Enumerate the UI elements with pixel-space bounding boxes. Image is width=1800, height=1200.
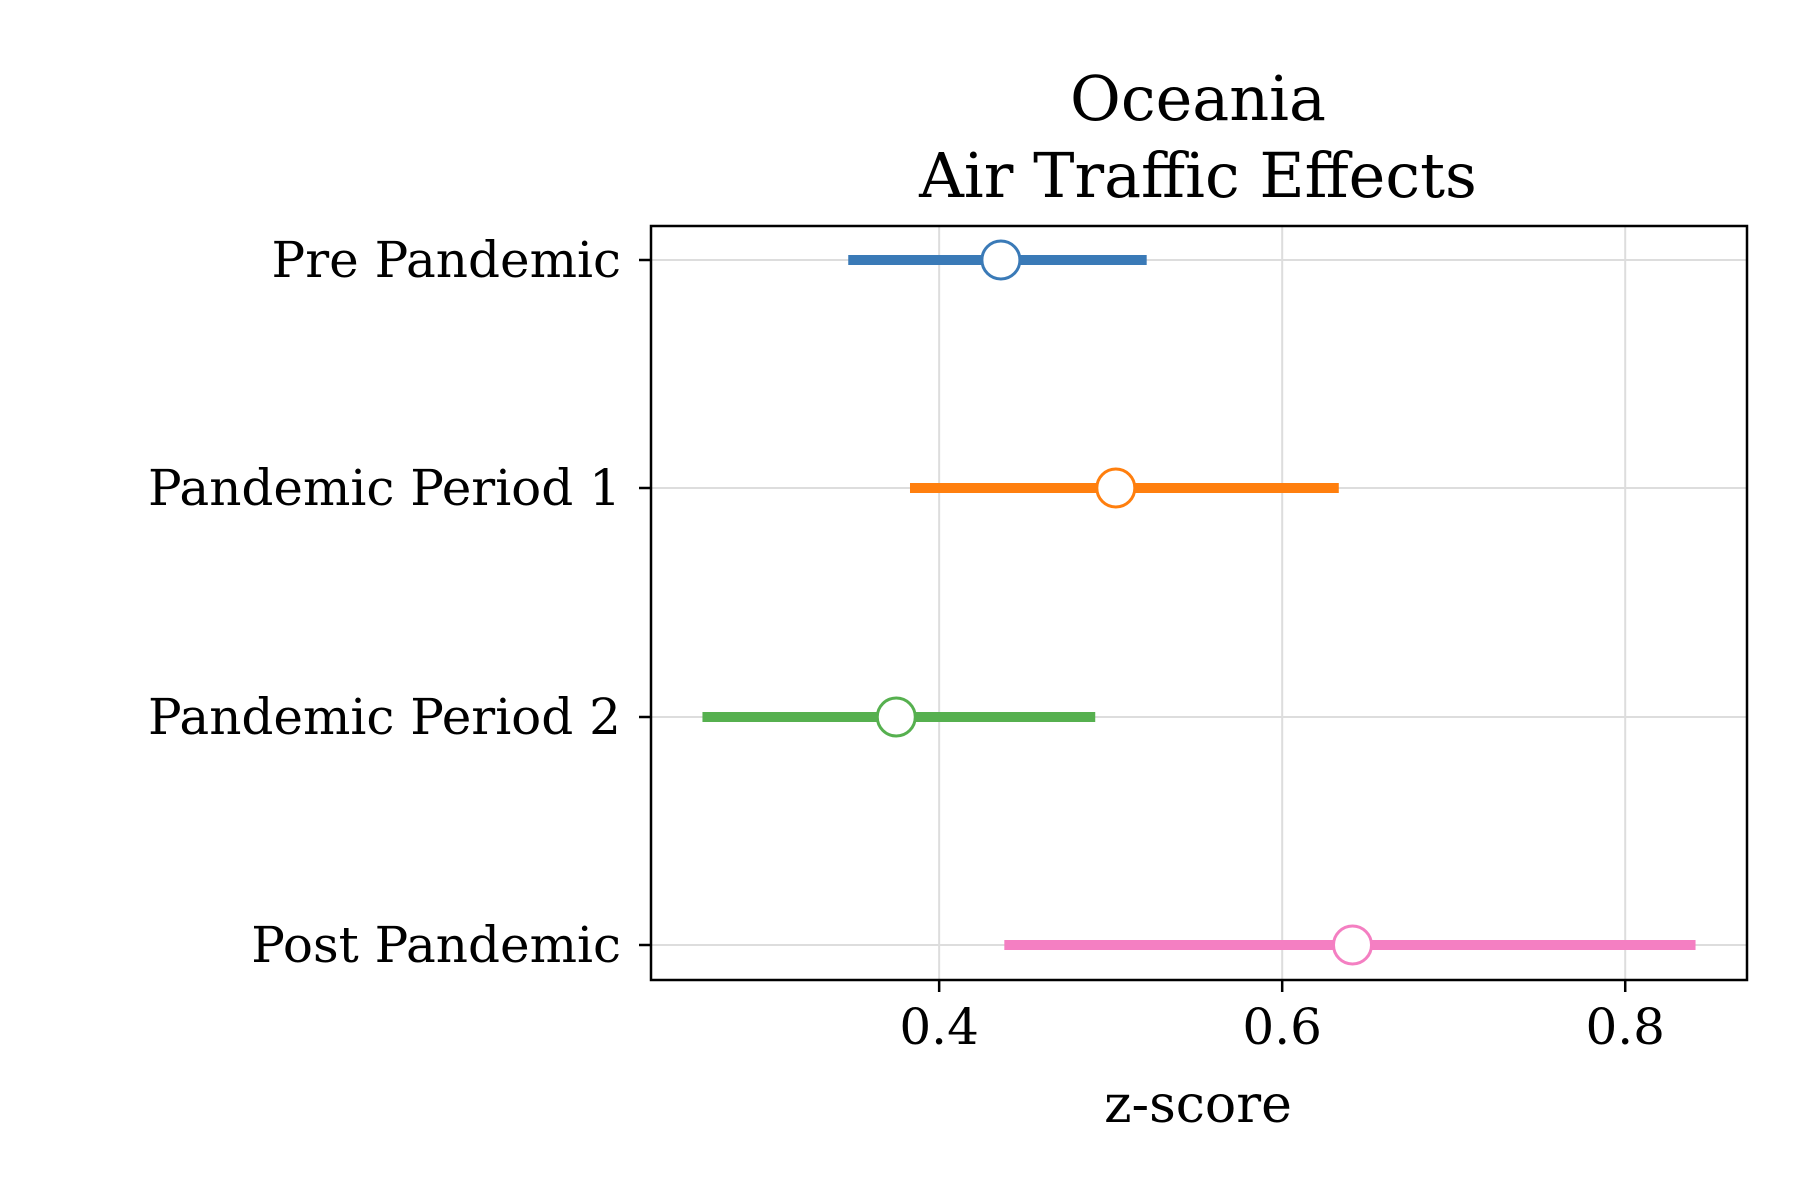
point-estimate bbox=[980, 239, 1022, 281]
x-tick-label: 0.4 bbox=[899, 998, 979, 1056]
x-tick-label: 0.8 bbox=[1585, 998, 1665, 1056]
chart-title: Oceania Air Traffic Effects bbox=[918, 62, 1477, 212]
y-tick-label: Pre Pandemic bbox=[272, 231, 621, 289]
y-axis: Pre Pandemic Pandemic Period 1 Pandemic Pe… bbox=[148, 231, 651, 974]
x-tick-label: 0.6 bbox=[1242, 998, 1322, 1056]
point-estimate bbox=[1332, 924, 1374, 966]
y-tick-label: Post Pandemic bbox=[251, 916, 621, 974]
chart-title-line-1: Oceania bbox=[1070, 62, 1326, 135]
y-tick-label: Pandemic Period 2 bbox=[148, 688, 621, 746]
point-estimate bbox=[1095, 467, 1137, 509]
y-tick-label: Pandemic Period 1 bbox=[148, 459, 621, 517]
grid-lines bbox=[651, 226, 1747, 980]
plot-frame bbox=[649, 224, 1749, 982]
x-axis: 0.4 0.6 0.8 bbox=[899, 980, 1665, 1056]
point-estimate bbox=[875, 696, 917, 738]
plot-marks bbox=[702, 239, 1696, 966]
chart-title-line-2: Air Traffic Effects bbox=[918, 139, 1477, 212]
x-axis-label: z-score bbox=[1104, 1075, 1292, 1135]
